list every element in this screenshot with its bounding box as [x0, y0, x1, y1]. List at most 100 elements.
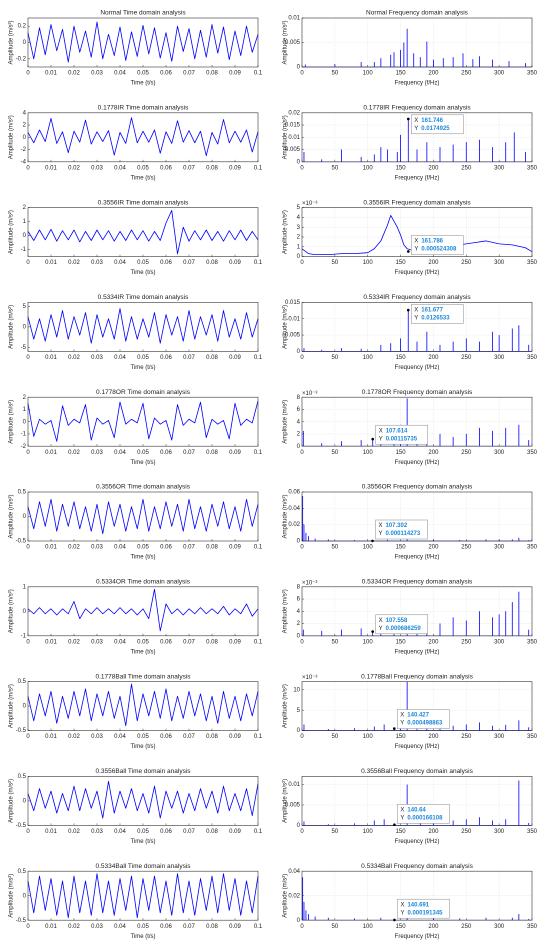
- x-tick-label: 350: [527, 639, 538, 645]
- datatip-y-value: 0.000686259: [386, 626, 422, 632]
- y-tick-label: 0.005: [285, 333, 301, 339]
- x-tick-label: 200: [428, 450, 439, 456]
- x-tick-label: 50: [332, 355, 339, 361]
- datatip-y-label: Y: [400, 910, 404, 916]
- x-tick-label: 350: [527, 355, 538, 361]
- y-tick-label: -4: [21, 159, 27, 165]
- x-axis-label: Time (t/s): [130, 175, 155, 181]
- x-tick-label: 0.08: [206, 165, 218, 171]
- x-tick-label: 0.06: [160, 545, 172, 551]
- x-tick-label: 150: [396, 734, 407, 740]
- y-tick-label: 0.5: [18, 679, 27, 685]
- x-tick-label: 0: [26, 734, 30, 740]
- x-tick-label: 0: [300, 829, 304, 835]
- x-tick-label: 150: [396, 165, 407, 171]
- y-axis-label: Amplitude (m/s²): [283, 874, 289, 918]
- x-tick-label: 0: [26, 450, 30, 456]
- datatip-y-value: 0.000191345: [407, 910, 443, 916]
- x-tick-label: 0.1: [254, 165, 263, 171]
- y-tick-label: 0.02: [288, 110, 300, 116]
- datatip-box: [375, 614, 428, 635]
- datatip-y-label: Y: [414, 315, 418, 321]
- y-axis-label: Amplitude (m/s²): [9, 589, 15, 633]
- y-axis-label: Amplitude (m/s²): [9, 874, 15, 918]
- x-tick-label: 0.07: [183, 545, 195, 551]
- y-axis-label: Amplitude (m/s²): [283, 684, 289, 728]
- x-tick-label: 0.04: [114, 545, 126, 551]
- subplot: 0.1778IR Frequency domain analysis Freque…: [283, 105, 538, 182]
- x-axis-label: Time (t/s): [130, 744, 155, 750]
- x-tick-label: 0: [26, 829, 30, 835]
- y-tick-label: 0: [23, 40, 27, 46]
- datatip-x-value: 161.786: [421, 239, 443, 245]
- x-tick-label: 200: [428, 355, 439, 361]
- x-tick-label: 0.05: [137, 924, 149, 930]
- x-tick-label: 0: [300, 355, 304, 361]
- subplot: 0.1778OR Frequency domain analysis Freque…: [283, 389, 538, 466]
- x-tick-label: 300: [494, 260, 505, 266]
- x-tick-label: 350: [527, 260, 538, 266]
- y-axis-label: Amplitude (m/s²): [9, 305, 15, 349]
- y-tick-label: 0.01: [288, 316, 300, 322]
- y-tick-label: 0.01: [288, 135, 300, 141]
- x-tick-label: 0.01: [45, 260, 57, 266]
- x-tick-label: 300: [494, 450, 505, 456]
- x-tick-label: 0.1: [254, 260, 263, 266]
- x-tick-label: 150: [396, 355, 407, 361]
- x-tick-label: 0.02: [68, 545, 80, 551]
- x-tick-label: 0.1: [254, 450, 263, 456]
- x-tick-label: 0.09: [229, 639, 241, 645]
- x-tick-label: 200: [428, 165, 439, 171]
- x-tick-label: 150: [396, 450, 407, 456]
- x-axis-label: Time (t/s): [130, 365, 155, 371]
- axes-frame: [27, 112, 259, 163]
- x-tick-label: 0: [26, 165, 30, 171]
- datatip-x-label: X: [379, 428, 383, 434]
- x-tick-label: 0.03: [91, 450, 103, 456]
- datatip-y-value: 0.000114273: [386, 531, 421, 537]
- y-axis-label: Amplitude (m/s²): [9, 115, 15, 159]
- x-tick-label: 0.01: [45, 639, 57, 645]
- datatip-point: [393, 918, 396, 922]
- y-tick-label: 1: [23, 584, 27, 590]
- signal-line: [27, 400, 259, 442]
- axes-frame: [301, 112, 533, 163]
- y-tick-label: 3: [297, 225, 301, 231]
- y-multiplier: ×10⁻³: [302, 201, 317, 207]
- y-tick-label: 0.005: [285, 803, 301, 809]
- y-tick-label: 5: [297, 708, 301, 714]
- y-tick-label: 0.02: [288, 893, 300, 899]
- x-tick-label: 0.05: [137, 734, 149, 740]
- x-tick-label: 300: [494, 545, 505, 551]
- x-tick-label: 200: [428, 545, 439, 551]
- x-tick-label: 350: [527, 734, 538, 740]
- y-tick-label: -5: [21, 345, 27, 351]
- datatip-box: [375, 424, 428, 445]
- subplot: 0.3556Ball Time domain analysis Time (t/s…: [9, 768, 263, 845]
- y-axis-label: Amplitude (m/s²): [283, 589, 289, 633]
- x-tick-label: 200: [428, 924, 439, 930]
- y-tick-label: -1: [21, 432, 27, 438]
- x-tick-label: 0.05: [137, 450, 149, 456]
- datatip-y-label: Y: [400, 815, 404, 821]
- y-tick-label: 0: [297, 444, 301, 450]
- x-tick-label: 50: [332, 639, 339, 645]
- x-tick-label: 250: [461, 165, 472, 171]
- signal-line: [27, 498, 259, 535]
- y-tick-label: 0.005: [285, 40, 301, 46]
- x-tick-label: 0.09: [229, 545, 241, 551]
- chart-title: 0.1778IR Frequency domain analysis: [363, 105, 471, 112]
- axes-frame: [301, 776, 533, 826]
- plot-area: [28, 207, 258, 257]
- x-tick-label: 0.09: [229, 734, 241, 740]
- y-tick-label: -0.5: [16, 539, 27, 545]
- x-tick-label: 0.1: [254, 734, 263, 740]
- x-tick-label: 200: [428, 829, 439, 835]
- y-tick-label: 0.015: [285, 300, 301, 306]
- x-tick-label: 0.1: [254, 355, 263, 361]
- subplot: 0.3556OR Time domain analysis Time (t/s) A…: [9, 484, 263, 561]
- datatip-y-value: 0.00115735: [386, 436, 418, 442]
- chart-title: 0.5334Ball Time domain analysis: [95, 863, 191, 870]
- x-axis-label: Frequency (f/Hz): [395, 555, 440, 561]
- x-axis-label: Frequency (f/Hz): [395, 839, 440, 845]
